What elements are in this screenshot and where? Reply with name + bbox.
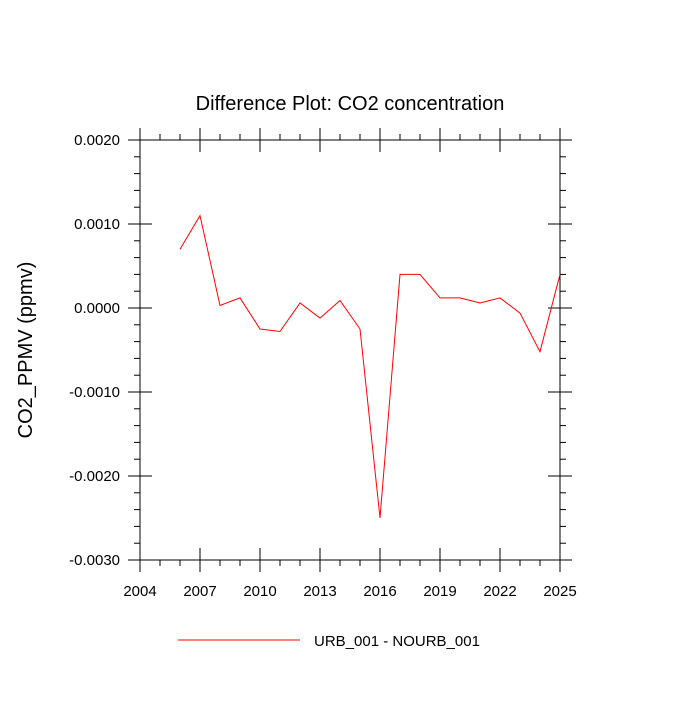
legend-label: URB_001 - NOURB_001 bbox=[314, 633, 480, 650]
x-tick-label: 2010 bbox=[243, 583, 276, 600]
x-tick-label: 2025 bbox=[543, 583, 576, 600]
y-tick-label: -0.0030 bbox=[69, 552, 120, 569]
y-tick-label: 0.0010 bbox=[74, 216, 120, 233]
series-group bbox=[179, 214, 561, 519]
x-tick-label: 2019 bbox=[423, 583, 456, 600]
y-tick-label: -0.0010 bbox=[69, 384, 120, 401]
y-tick-label: -0.0020 bbox=[69, 468, 120, 485]
plot-frame bbox=[139, 139, 561, 561]
y-tick-label: 0.0000 bbox=[74, 300, 120, 317]
y-axis-label: CO2_PPMV (ppmv) bbox=[15, 262, 37, 439]
x-tick-label: 2013 bbox=[303, 583, 336, 600]
x-tick-label: 2007 bbox=[183, 583, 216, 600]
x-tick-label: 2004 bbox=[123, 583, 156, 600]
legend: URB_001 - NOURB_001 bbox=[178, 633, 480, 650]
y-tick-label: 0.0020 bbox=[74, 132, 120, 149]
series-line bbox=[179, 214, 561, 519]
plot-border bbox=[139, 139, 561, 561]
axis-ticks bbox=[128, 128, 572, 572]
chart-title: Difference Plot: CO2 concentration bbox=[196, 93, 505, 115]
x-tick-label: 2022 bbox=[483, 583, 516, 600]
axis-tick-labels: 2004 2007 2010 2013 2016 2019 2022 2025 0.0020 0.… bbox=[69, 132, 577, 600]
x-tick-label: 2016 bbox=[363, 583, 396, 600]
